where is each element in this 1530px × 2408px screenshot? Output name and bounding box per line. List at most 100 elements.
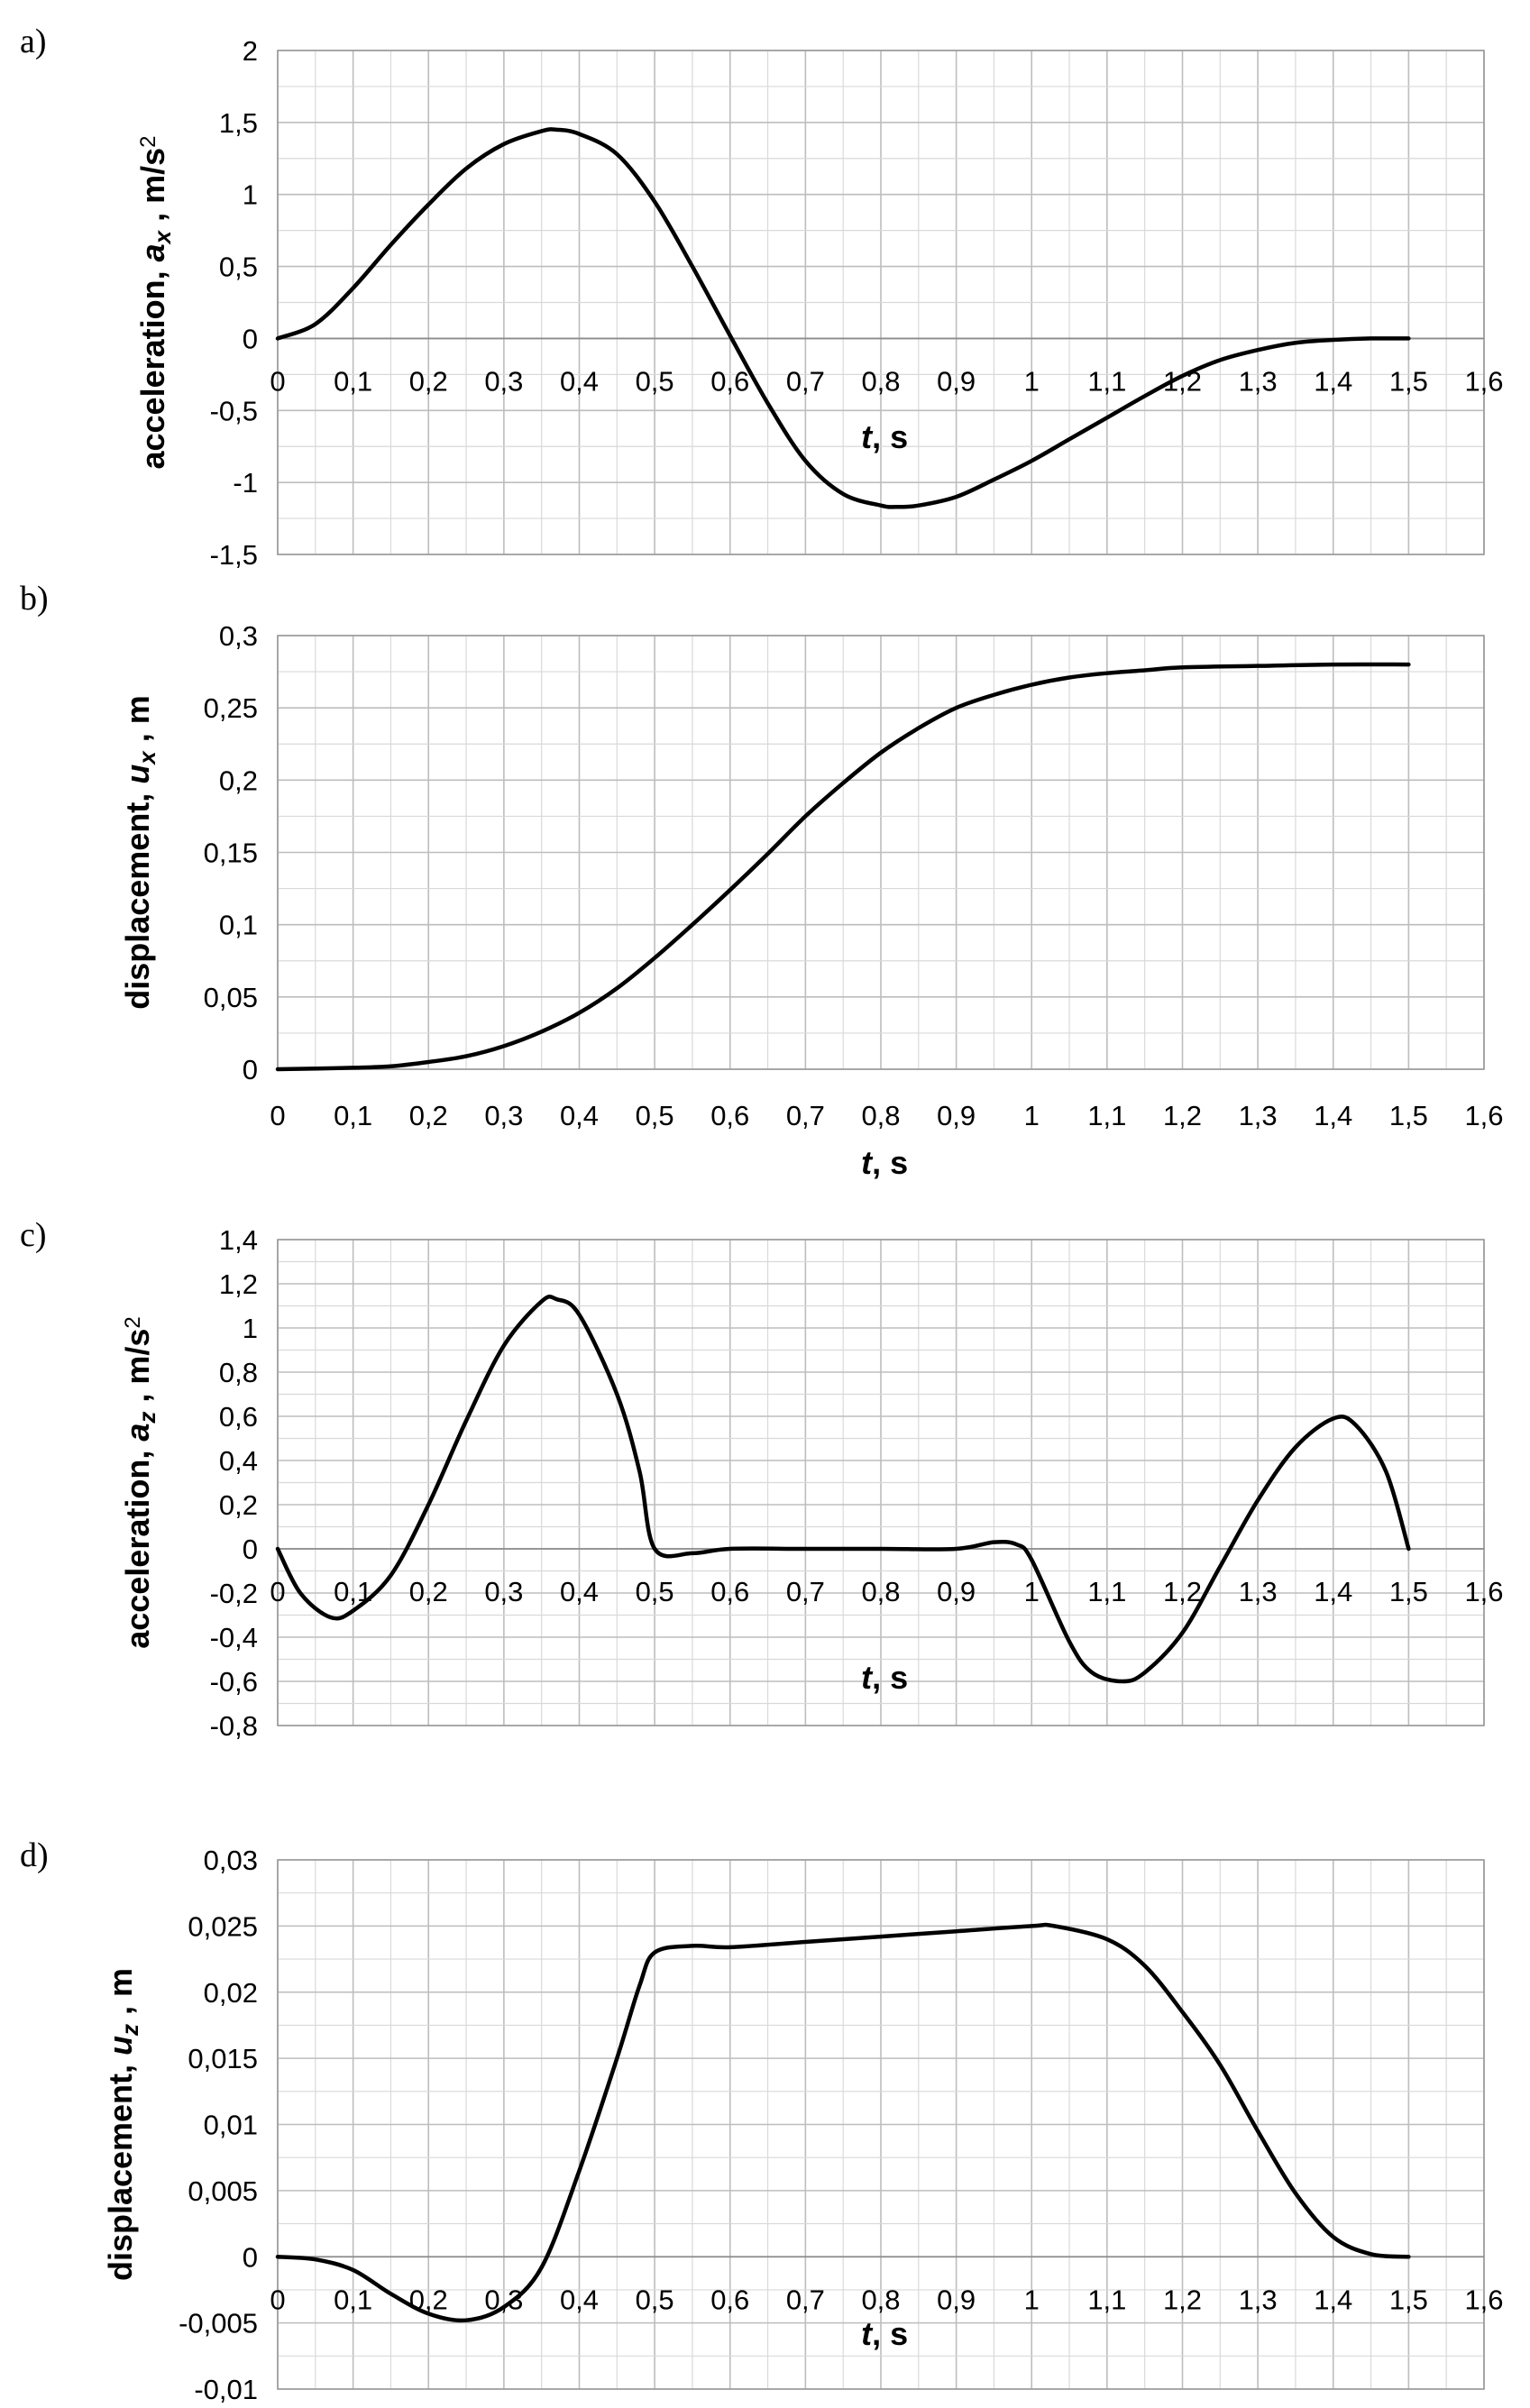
panel-label: c): [20, 1216, 47, 1254]
y-tick-label: -0,005: [179, 2308, 258, 2339]
x-tick-label: 0,9: [937, 2284, 976, 2315]
series-line-a-x: [275, 127, 1411, 509]
x-tick-label: 0,8: [861, 365, 900, 397]
y-tick-label: 1,4: [219, 1224, 258, 1256]
x-tick-label: 0,2: [409, 1576, 448, 1607]
x-tick-label: 0,5: [636, 2284, 674, 2315]
plot-frame: [277, 635, 1485, 1070]
x-tick-label: 1,3: [1239, 365, 1278, 397]
y-tick-label: 0,5: [219, 252, 258, 283]
x-tick-label: 0,6: [710, 365, 749, 397]
x-tick-label: 1: [1024, 1100, 1040, 1131]
y-tick-label: 0,015: [188, 2043, 258, 2074]
x-tick-label: 0,7: [786, 365, 825, 397]
y-tick-label: 1,2: [219, 1268, 258, 1300]
x-tick-label: 1,5: [1389, 1100, 1428, 1131]
x-tick-label: 0,8: [861, 2284, 900, 2315]
y-tick-label: 0,005: [188, 2175, 258, 2207]
x-tick-label: 0,7: [786, 1576, 825, 1607]
x-axis-title: t, s: [861, 1144, 908, 1181]
x-tick-label: 1,1: [1087, 365, 1126, 397]
x-tick-label: 1,6: [1464, 365, 1503, 397]
x-tick-label: 0,4: [560, 365, 599, 397]
x-tick-label: 0,2: [409, 365, 448, 397]
y-tick-label: 0,2: [219, 1489, 258, 1521]
x-tick-label: 1,2: [1163, 2284, 1202, 2315]
y-axis-title: acceleration, ax , m/s2: [134, 135, 176, 469]
y-tick-label: -0,4: [210, 1622, 258, 1653]
x-axis-title: t, s: [861, 1659, 908, 1696]
x-tick-label: 1,2: [1163, 1576, 1202, 1607]
series-line-u-z: [275, 1922, 1411, 2323]
y-tick-label: -0,01: [194, 2374, 258, 2405]
series-line-u-x: [275, 662, 1411, 1072]
x-tick-label: 1,4: [1314, 2284, 1352, 2315]
y-tick-label: -1: [233, 467, 258, 499]
x-tick-label: 0: [270, 365, 285, 397]
x-tick-label: 1,6: [1464, 1100, 1503, 1131]
x-tick-label: 0,3: [484, 1100, 523, 1131]
x-tick-label: 1,2: [1163, 1100, 1202, 1131]
x-axis-title: t, s: [861, 2315, 908, 2352]
x-tick-label: 1,6: [1464, 1576, 1503, 1607]
x-tick-label: 0,5: [636, 1576, 674, 1607]
x-tick-label: 1: [1024, 365, 1040, 397]
x-tick-label: 1,6: [1464, 2284, 1503, 2315]
x-tick-label: 0,6: [710, 1576, 749, 1607]
y-tick-label: -0,6: [210, 1666, 258, 1698]
x-tick-label: 0,2: [409, 2284, 448, 2315]
y-tick-label: 0: [243, 1534, 258, 1565]
x-tick-label: 0,5: [636, 1100, 674, 1131]
x-tick-label: 1: [1024, 2284, 1040, 2315]
x-axis-title: t, s: [861, 418, 908, 455]
x-tick-label: 1,3: [1239, 1576, 1278, 1607]
chart-panel-a: a) -1,5 -1 -0,5 0 0,5 1 1,5 2 0 0,1 0,2 0,3 0,4 0,5 0,6…: [20, 23, 1504, 571]
y-tick-label: 0,6: [219, 1401, 258, 1433]
y-tick-label: 0: [243, 2241, 258, 2273]
x-tick-label: 0,4: [560, 1576, 599, 1607]
chart-panel-c: c) -0,8 -0,6 -0,4 -0,2 0 0,2 0,4 0,6 0,8 1 1,2 1,4 0 0…: [20, 1216, 1504, 1742]
x-tick-label: 0,8: [861, 1100, 900, 1131]
y-tick-label: 0,02: [204, 1977, 258, 2009]
y-tick-label: 0,8: [219, 1357, 258, 1388]
x-tick-label: 0,9: [937, 1100, 976, 1131]
y-tick-label: 0: [243, 323, 258, 354]
y-tick-label: -1,5: [210, 539, 258, 571]
x-tick-label: 0,8: [861, 1576, 900, 1607]
y-tick-label: 0: [243, 1054, 258, 1085]
x-tick-label: 0,3: [484, 1576, 523, 1607]
y-axis-title: displacement, ux , m: [119, 695, 160, 1010]
x-tick-label: 1,1: [1087, 2284, 1126, 2315]
x-tick-label: 0,3: [484, 2284, 523, 2315]
x-tick-label: 0,4: [560, 2284, 599, 2315]
plot-frame: [277, 50, 1485, 555]
x-tick-label: 1: [1024, 1576, 1040, 1607]
y-axis-title: displacement, uz , m: [102, 1968, 143, 2281]
y-tick-label: 0,2: [219, 765, 258, 796]
y-tick-label: 1: [243, 1313, 258, 1344]
x-tick-label: 1,3: [1239, 1100, 1278, 1131]
x-tick-label: 1,3: [1239, 2284, 1278, 2315]
x-tick-label: 1,1: [1087, 1576, 1126, 1607]
panel-label: b): [20, 580, 49, 618]
x-tick-label: 0: [270, 1576, 285, 1607]
y-tick-label: 2: [243, 35, 258, 67]
x-tick-label: 1,1: [1087, 1100, 1126, 1131]
plot-frame: [277, 1859, 1485, 2390]
panel-label: a): [20, 23, 47, 60]
y-tick-label: -0,8: [210, 1710, 258, 1742]
y-tick-label: 0,3: [219, 620, 258, 652]
x-tick-label: 0,2: [409, 1100, 448, 1131]
x-tick-label: 0,5: [636, 365, 674, 397]
x-tick-label: 0: [270, 1100, 285, 1131]
x-tick-label: 0: [270, 2284, 285, 2315]
y-tick-label: 0,4: [219, 1445, 258, 1477]
x-tick-label: 1,4: [1314, 365, 1352, 397]
series-line-a-z: [275, 1295, 1411, 1684]
x-tick-label: 0,6: [710, 1100, 749, 1131]
y-tick-label: -0,5: [210, 395, 258, 426]
y-axis-title: acceleration, az , m/s2: [119, 1316, 160, 1649]
y-tick-label: -0,2: [210, 1578, 258, 1609]
x-tick-label: 0,1: [334, 1100, 372, 1131]
